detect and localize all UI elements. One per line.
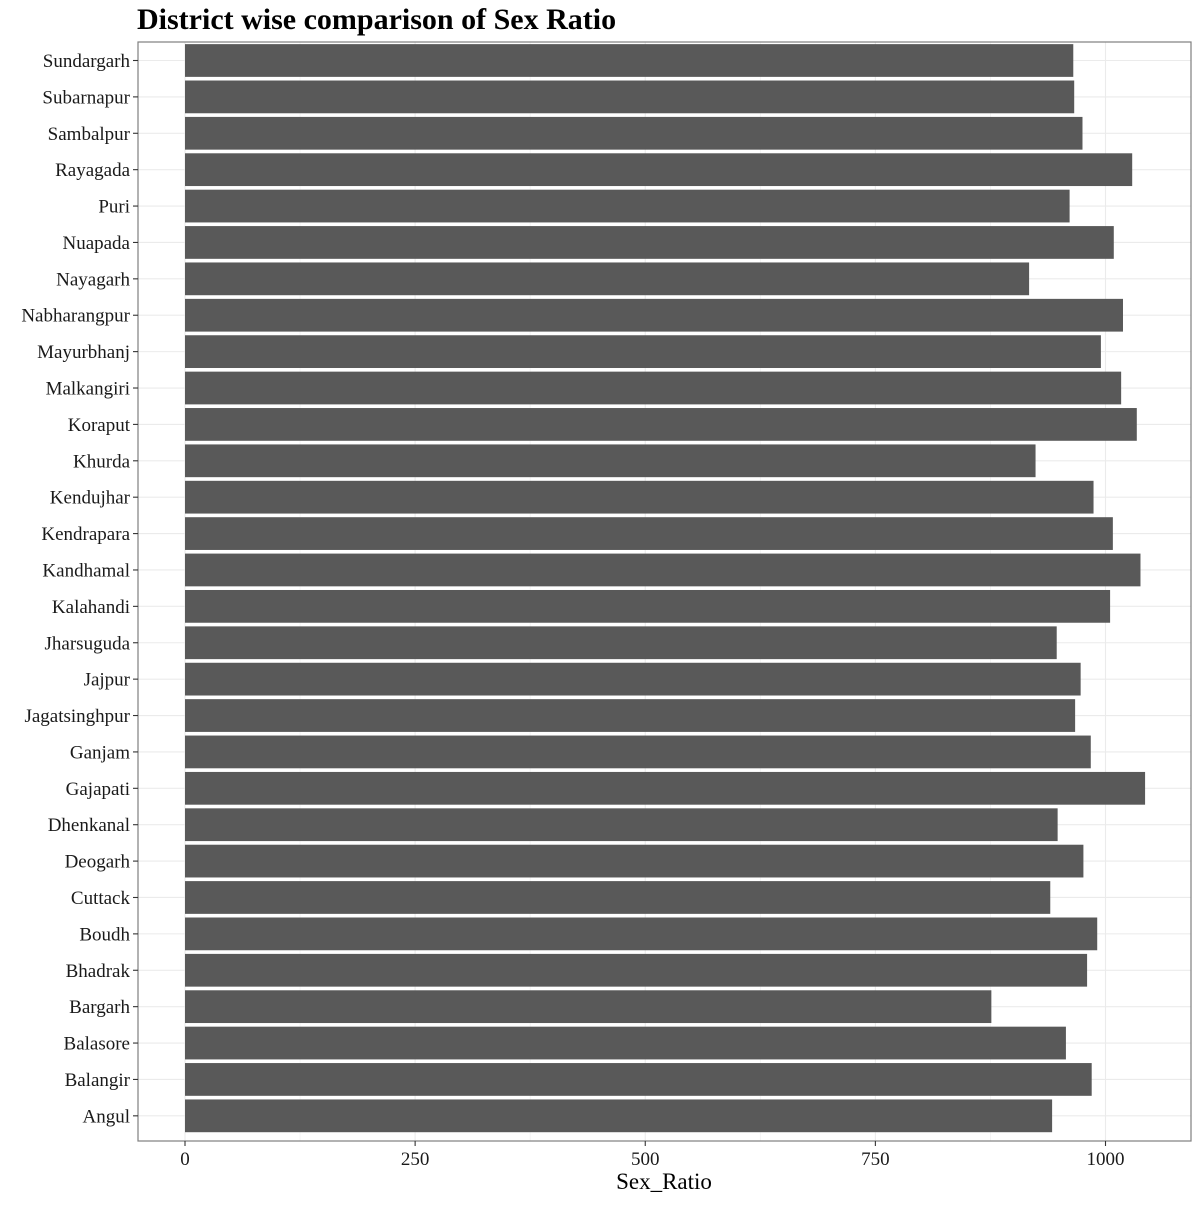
x-axis: 0 250 500 750 1000 [180,1141,1125,1170]
y-tick-label: Nuapada [62,233,130,254]
y-tick-label: Malkangiri [46,379,130,400]
bar-jharsuguda [185,626,1057,660]
bar-balasore [185,1026,1066,1060]
bar-kendrapara [185,517,1113,550]
y-tick-label: Khurda [73,451,131,472]
bar-jajpur [185,662,1081,696]
bar-balangir [185,1063,1092,1096]
y-tick-label: Balangir [65,1070,131,1091]
bar-nayagarh [185,262,1030,296]
bar-ganjam [185,735,1091,769]
chart-title: District wise comparison of Sex Ratio [137,3,616,36]
bar-kandhamal [185,553,1141,587]
x-tick-label: 1000 [1087,1149,1125,1170]
y-tick-label: Bargarh [69,997,130,1018]
y-tick-label: Kandhamal [42,560,130,581]
bar-jagatsinghpur [185,699,1076,732]
y-tick-label: Bhadrak [66,961,131,982]
y-tick-label: Nabharangpur [21,306,130,327]
y-tick-label: Jajpur [84,670,131,691]
bar-malkangiri [185,371,1122,405]
x-tick-label: 750 [861,1149,890,1170]
y-tick-label: Kendujhar [50,488,131,509]
bar-khurda [185,444,1036,478]
bar-bhadrak [185,953,1088,987]
y-tick-label: Jagatsinghpur [24,706,130,727]
y-tick-label: Deogarh [65,852,131,873]
y-tick-label: Subarnapur [42,87,130,108]
y-tick-label: Balasore [64,1034,130,1055]
bar-layer [185,44,1146,1133]
bar-angul [185,1099,1053,1133]
x-axis-title: Sex_Ratio [616,1169,712,1194]
y-tick-label: Nayagarh [56,269,130,290]
bar-kendujhar [185,480,1094,514]
bar-sambalpur [185,116,1083,150]
bar-kalahandi [185,589,1111,623]
bar-boudh [185,917,1098,951]
y-tick-label: Gajapati [66,779,130,800]
bar-puri [185,189,1070,223]
bar-sundargarh [185,44,1074,77]
y-tick-label: Mayurbhanj [37,342,130,363]
bar-cuttack [185,881,1051,914]
y-tick-label: Ganjam [70,742,130,763]
y-tick-label: Dhenkanal [48,815,130,836]
bar-rayagada [185,153,1133,187]
bar-gajapati [185,771,1146,805]
bar-nuapada [185,226,1114,259]
y-tick-label: Sundargarh [43,51,131,72]
panel-border [137,41,1192,1142]
bar-dhenkanal [185,808,1058,842]
y-tick-label: Koraput [68,415,131,436]
y-tick-label: Kendrapara [41,524,130,545]
bar-subarnapur [185,80,1075,114]
y-tick-label: Sambalpur [48,124,131,145]
y-tick-label: Kalahandi [52,597,130,618]
y-tick-label: Jharsuguda [45,633,131,654]
bar-mayurbhanj [185,335,1101,369]
bar-nabharangpur [185,298,1123,332]
y-tick-label: Cuttack [71,888,131,909]
y-axis: Sundargarh Subarnapur Sambalpur Rayagada Pur… [21,51,138,1127]
y-tick-label: Rayagada [55,160,130,181]
y-tick-label: Angul [83,1106,131,1127]
y-tick-label: Puri [98,197,130,218]
y-tick-label: Boudh [79,924,130,945]
panel-frame [137,41,1192,1142]
bar-bargarh [185,990,992,1024]
bar-deogarh [185,844,1084,878]
x-tick-label: 0 [180,1149,190,1170]
bar-koraput [185,408,1137,441]
x-tick-label: 500 [631,1149,660,1170]
x-tick-label: 250 [401,1149,430,1170]
